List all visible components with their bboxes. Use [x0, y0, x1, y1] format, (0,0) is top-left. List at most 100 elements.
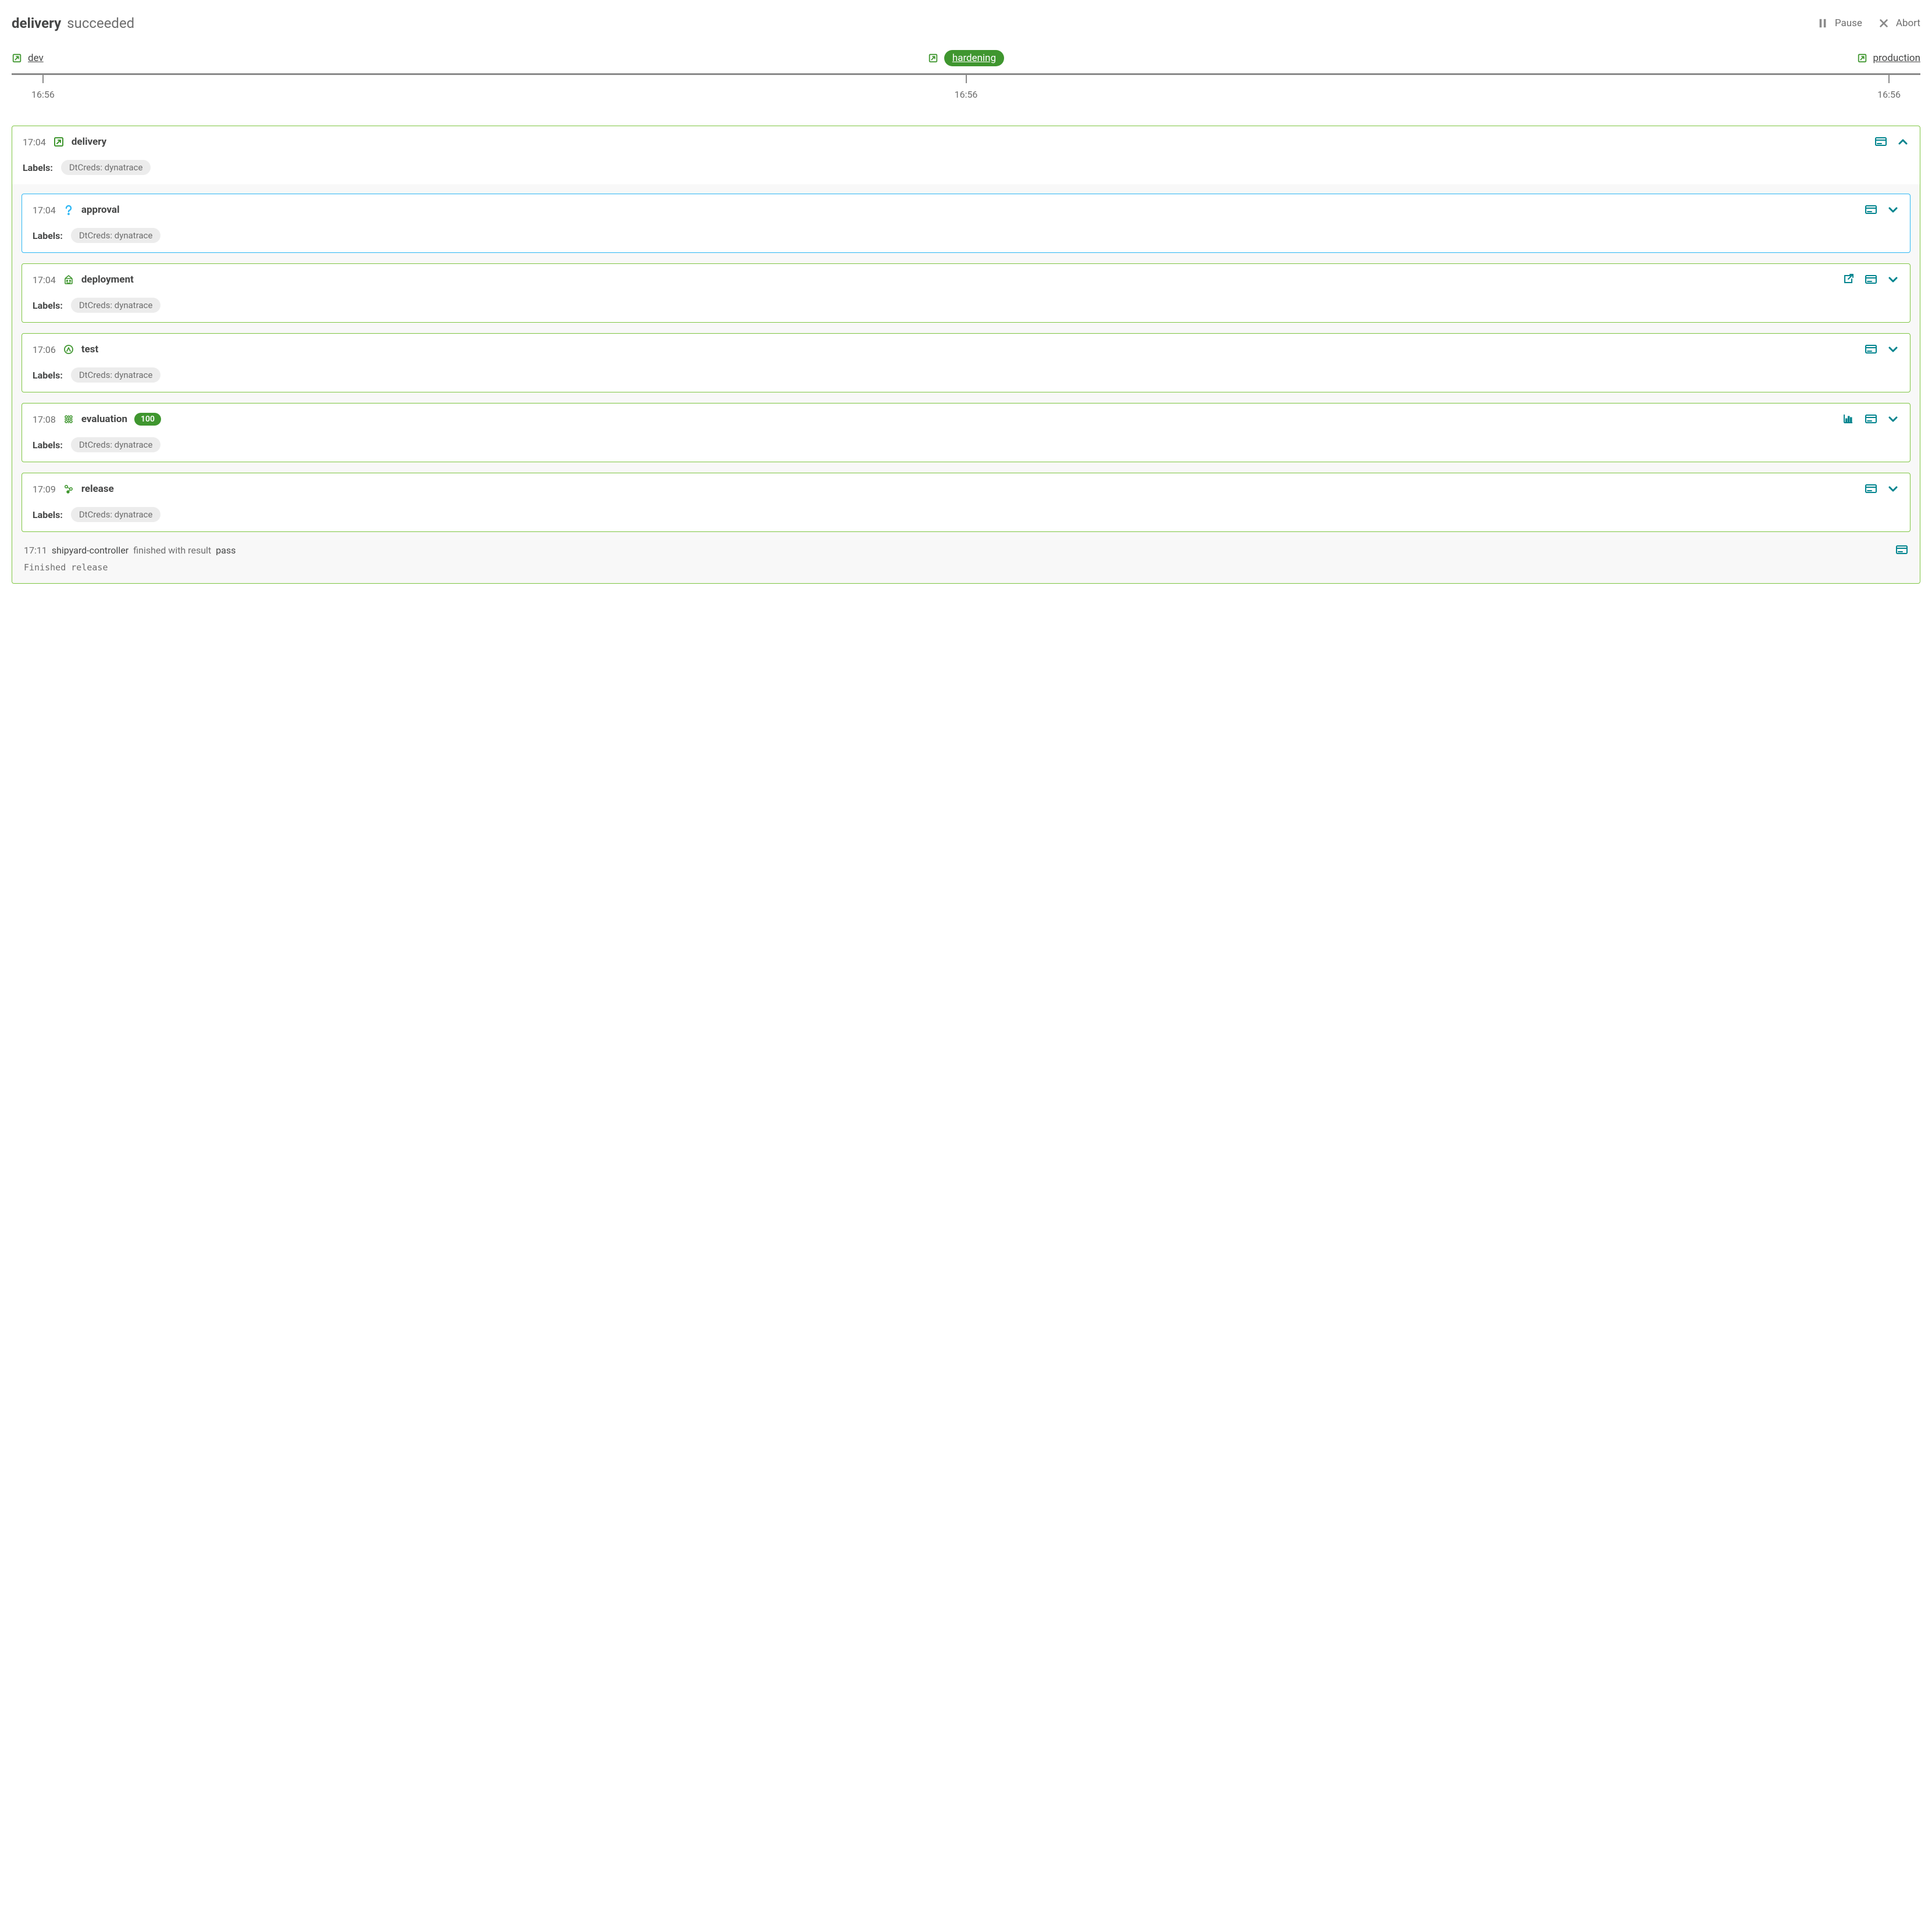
- question-icon: [63, 204, 74, 216]
- tick-production: 16:56: [1877, 75, 1901, 100]
- label-pill: DtCreds: dynatrace: [71, 437, 161, 452]
- step-labels: Labels:DtCreds: dynatrace: [33, 298, 1899, 313]
- chevron-down-icon[interactable]: [1887, 343, 1899, 356]
- sequence-title: delivery: [72, 136, 106, 148]
- external-link-icon: [928, 53, 938, 63]
- step-title: approval: [81, 204, 120, 216]
- timeline-ticks: 16:56 16:56 16:56: [12, 75, 1920, 100]
- chevron-up-icon[interactable]: [1897, 135, 1909, 148]
- footer-row: 17:11 shipyard-controller finished with …: [23, 541, 1909, 559]
- sequence-footer: 17:11 shipyard-controller finished with …: [22, 538, 1910, 574]
- chevron-down-icon[interactable]: [1887, 413, 1899, 426]
- sequence-actions: [1874, 135, 1909, 148]
- labels-heading: Labels:: [33, 440, 63, 451]
- sequence-time: 17:04: [23, 137, 46, 148]
- close-icon: [1879, 18, 1889, 28]
- step-header: 17:04 approval: [33, 203, 1899, 216]
- labels-heading: Labels:: [23, 162, 53, 173]
- release-icon: [63, 483, 74, 495]
- external-link-icon: [1857, 53, 1867, 63]
- step-actions: [1865, 203, 1899, 216]
- score-badge: 100: [134, 413, 161, 426]
- chevron-down-icon[interactable]: [1887, 273, 1899, 286]
- terminal-icon[interactable]: [1865, 413, 1877, 426]
- sequence-card: 17:04 delivery Labels: DtCreds: dynatrac…: [12, 126, 1920, 584]
- step-time: 17:08: [33, 414, 56, 425]
- tick-mark: [1888, 75, 1890, 83]
- terminal-icon[interactable]: [1895, 544, 1908, 556]
- labels-heading: Labels:: [33, 509, 63, 520]
- step-title: release: [81, 483, 114, 495]
- tick-dev: 16:56: [31, 75, 55, 100]
- step-approval[interactable]: 17:04 approval Labels:DtCreds: dynatrace: [22, 194, 1910, 253]
- step-header-left: 17:04deployment: [33, 274, 134, 285]
- step-test[interactable]: 17:06test Labels:DtCreds: dynatrace: [22, 333, 1910, 392]
- step-time: 17:06: [33, 344, 56, 355]
- step-labels: Labels:DtCreds: dynatrace: [33, 228, 1899, 243]
- page-status: succeeded: [67, 15, 134, 31]
- step-time: 17:09: [33, 484, 56, 495]
- tick-hardening: 16:56: [955, 75, 978, 100]
- tick-dev-time: 16:56: [31, 89, 55, 100]
- external-link-icon[interactable]: [53, 136, 65, 148]
- step-header: 17:08 evaluation 100: [33, 413, 1899, 426]
- sequence-header-left: 17:04 delivery: [23, 136, 106, 148]
- footer-source: shipyard-controller: [52, 545, 128, 556]
- step-header: 17:06test: [33, 343, 1899, 356]
- page-header: delivery succeeded Pause Abort: [12, 12, 1920, 45]
- page-title: delivery: [12, 15, 61, 31]
- external-link-icon[interactable]: [1842, 273, 1855, 286]
- stages-timeline: dev hardening production 16:56 16:56 16:…: [12, 50, 1920, 100]
- step-time: 17:04: [33, 205, 56, 216]
- step-deployment[interactable]: 17:04deployment Labels:DtCreds: dynatrace: [22, 263, 1910, 323]
- step-header-left: 17:08 evaluation 100: [33, 413, 161, 426]
- label-pill: DtCreds: dynatrace: [71, 228, 161, 243]
- pause-label: Pause: [1835, 17, 1862, 29]
- step-header-left: 17:06test: [33, 344, 98, 355]
- footer-text: 17:11 shipyard-controller finished with …: [24, 545, 235, 556]
- step-release[interactable]: 17:09 release Labels: DtCreds: dynatrace: [22, 473, 1910, 532]
- chevron-down-icon[interactable]: [1887, 483, 1899, 495]
- terminal-icon[interactable]: [1865, 203, 1877, 216]
- test-icon: [63, 344, 74, 355]
- abort-button[interactable]: Abort: [1879, 17, 1920, 29]
- step-evaluation[interactable]: 17:08 evaluation 100 Labels: DtCreds: dynatr…: [22, 403, 1910, 462]
- pause-button[interactable]: Pause: [1817, 17, 1862, 29]
- chevron-down-icon[interactable]: [1887, 203, 1899, 216]
- stage-production-label: production: [1873, 52, 1920, 64]
- tick-mark: [966, 75, 967, 83]
- deploy-icon: [63, 274, 74, 285]
- step-title: deployment: [81, 274, 134, 285]
- label-pill: DtCreds: dynatrace: [61, 160, 151, 175]
- step-header: 17:09 release: [33, 483, 1899, 495]
- stages-row: dev hardening production: [12, 50, 1920, 75]
- eval-icon: [63, 413, 74, 425]
- terminal-icon[interactable]: [1865, 343, 1877, 356]
- tick-mark: [42, 75, 44, 83]
- stage-dev-label: dev: [28, 52, 44, 64]
- step-title: evaluation: [81, 413, 127, 425]
- stage-hardening-label: hardening: [944, 50, 1004, 66]
- label-pill: DtCreds: dynatrace: [71, 367, 161, 383]
- tick-hardening-time: 16:56: [955, 89, 978, 100]
- external-link-icon: [12, 53, 22, 63]
- step-actions: [1842, 273, 1899, 286]
- stage-production[interactable]: production: [1284, 52, 1920, 64]
- label-pill: DtCreds: dynatrace: [71, 298, 161, 313]
- stage-dev[interactable]: dev: [12, 52, 648, 64]
- label-pill: DtCreds: dynatrace: [71, 507, 161, 522]
- sequence-labels: Labels: DtCreds: dynatrace: [23, 160, 1909, 175]
- step-labels: Labels:DtCreds: dynatrace: [33, 367, 1899, 383]
- tick-production-time: 16:56: [1877, 89, 1901, 100]
- step-labels: Labels: DtCreds: dynatrace: [33, 507, 1899, 522]
- terminal-icon[interactable]: [1874, 135, 1887, 148]
- sequence-header: 17:04 delivery Labels: DtCreds: dynatrac…: [12, 126, 1920, 184]
- terminal-icon[interactable]: [1865, 483, 1877, 495]
- header-left: delivery succeeded: [12, 15, 134, 31]
- terminal-icon[interactable]: [1865, 273, 1877, 286]
- step-labels: Labels: DtCreds: dynatrace: [33, 437, 1899, 452]
- footer-message: Finished release: [23, 562, 1909, 573]
- steps-area: 17:04approvalLabels:DtCreds: dynatrace17…: [12, 184, 1920, 583]
- bar-chart-icon[interactable]: [1842, 413, 1855, 426]
- stage-hardening[interactable]: hardening: [648, 50, 1284, 66]
